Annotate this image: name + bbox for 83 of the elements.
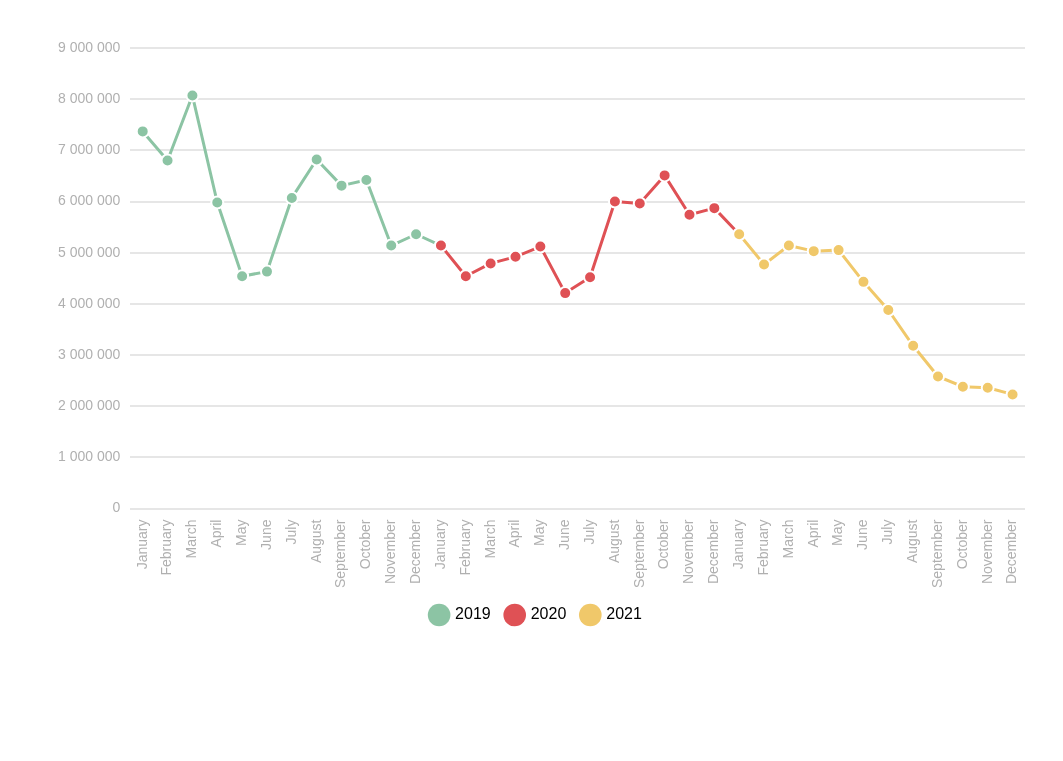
point xyxy=(757,257,772,272)
point xyxy=(135,124,150,139)
x-tick-label: March xyxy=(183,519,200,559)
point xyxy=(931,369,946,384)
point xyxy=(657,168,672,183)
point xyxy=(458,269,473,284)
y-tick-label: 9 000 000 xyxy=(57,38,121,55)
point xyxy=(732,227,747,242)
point xyxy=(284,190,299,205)
point xyxy=(235,269,250,284)
point xyxy=(359,173,374,188)
y-tick-label: 6 000 000 xyxy=(57,192,121,209)
x-tick-label: July xyxy=(580,519,597,545)
point xyxy=(533,239,548,254)
legend-label: 2021 xyxy=(606,605,642,623)
x-tick-label: September xyxy=(332,519,349,588)
point xyxy=(160,153,175,168)
y-tick-label: 4 000 000 xyxy=(57,294,121,311)
point xyxy=(980,380,995,395)
x-tick-label: May xyxy=(531,519,548,546)
x-tick-label: May xyxy=(829,519,846,546)
point xyxy=(632,196,647,211)
x-tick-label: April xyxy=(506,519,523,548)
x-tick-label: January xyxy=(730,519,747,570)
x-tick-label: October xyxy=(953,519,970,570)
y-tick-label: 8 000 000 xyxy=(57,90,121,107)
x-tick-label: November xyxy=(978,519,995,585)
y-tick-label: 5 000 000 xyxy=(57,243,121,260)
x-tick-label: February xyxy=(754,519,771,576)
point xyxy=(1005,387,1020,402)
point xyxy=(906,338,921,353)
point xyxy=(259,264,274,279)
point xyxy=(781,238,796,253)
x-tick-label: March xyxy=(481,519,498,559)
x-tick-label: January xyxy=(431,519,448,570)
point xyxy=(806,244,821,259)
point xyxy=(409,227,424,242)
point xyxy=(210,195,225,210)
x-tick-label: June xyxy=(257,519,274,550)
y-tick-label: 7 000 000 xyxy=(57,141,121,158)
x-tick-label: August xyxy=(904,519,921,564)
x-tick-label: August xyxy=(307,519,324,564)
x-tick-label: November xyxy=(382,519,399,585)
x-tick-label: June xyxy=(556,519,573,550)
x-tick-label: March xyxy=(779,519,796,559)
point xyxy=(955,379,970,394)
point xyxy=(309,152,324,167)
point xyxy=(433,238,448,253)
legend-label: 2020 xyxy=(530,605,567,623)
x-tick-label: November xyxy=(680,519,697,585)
point xyxy=(185,88,200,103)
point xyxy=(831,243,846,258)
point xyxy=(707,201,722,216)
point xyxy=(334,178,349,193)
point xyxy=(508,249,523,264)
point xyxy=(607,194,622,209)
x-tick-label: July xyxy=(282,519,299,545)
x-tick-label: January xyxy=(133,519,150,570)
x-tick-label: September xyxy=(928,519,945,588)
x-tick-label: September xyxy=(630,519,647,588)
point xyxy=(384,238,399,253)
x-tick-label: May xyxy=(232,519,249,546)
point xyxy=(682,207,697,222)
x-tick-label: December xyxy=(406,519,423,585)
x-tick-label: July xyxy=(879,519,896,545)
point xyxy=(483,256,498,271)
x-tick-label: October xyxy=(655,519,672,570)
x-tick-label: February xyxy=(456,519,473,576)
y-tick-label: 3 000 000 xyxy=(57,345,121,362)
x-tick-label: June xyxy=(854,519,871,550)
x-tick-label: April xyxy=(804,519,821,548)
x-tick-label: December xyxy=(705,519,722,585)
point xyxy=(881,302,896,317)
legend-label: 2019 xyxy=(455,605,491,623)
x-tick-label: December xyxy=(1003,519,1020,585)
y-tick-label: 0 xyxy=(112,499,121,516)
x-tick-label: April xyxy=(208,519,225,548)
y-tick-label: 2 000 000 xyxy=(57,397,121,414)
x-tick-label: August xyxy=(605,519,622,564)
point xyxy=(856,274,871,289)
x-tick-label: October xyxy=(357,519,374,570)
x-tick-label: February xyxy=(158,519,175,576)
y-tick-label: 1 000 000 xyxy=(57,448,121,465)
